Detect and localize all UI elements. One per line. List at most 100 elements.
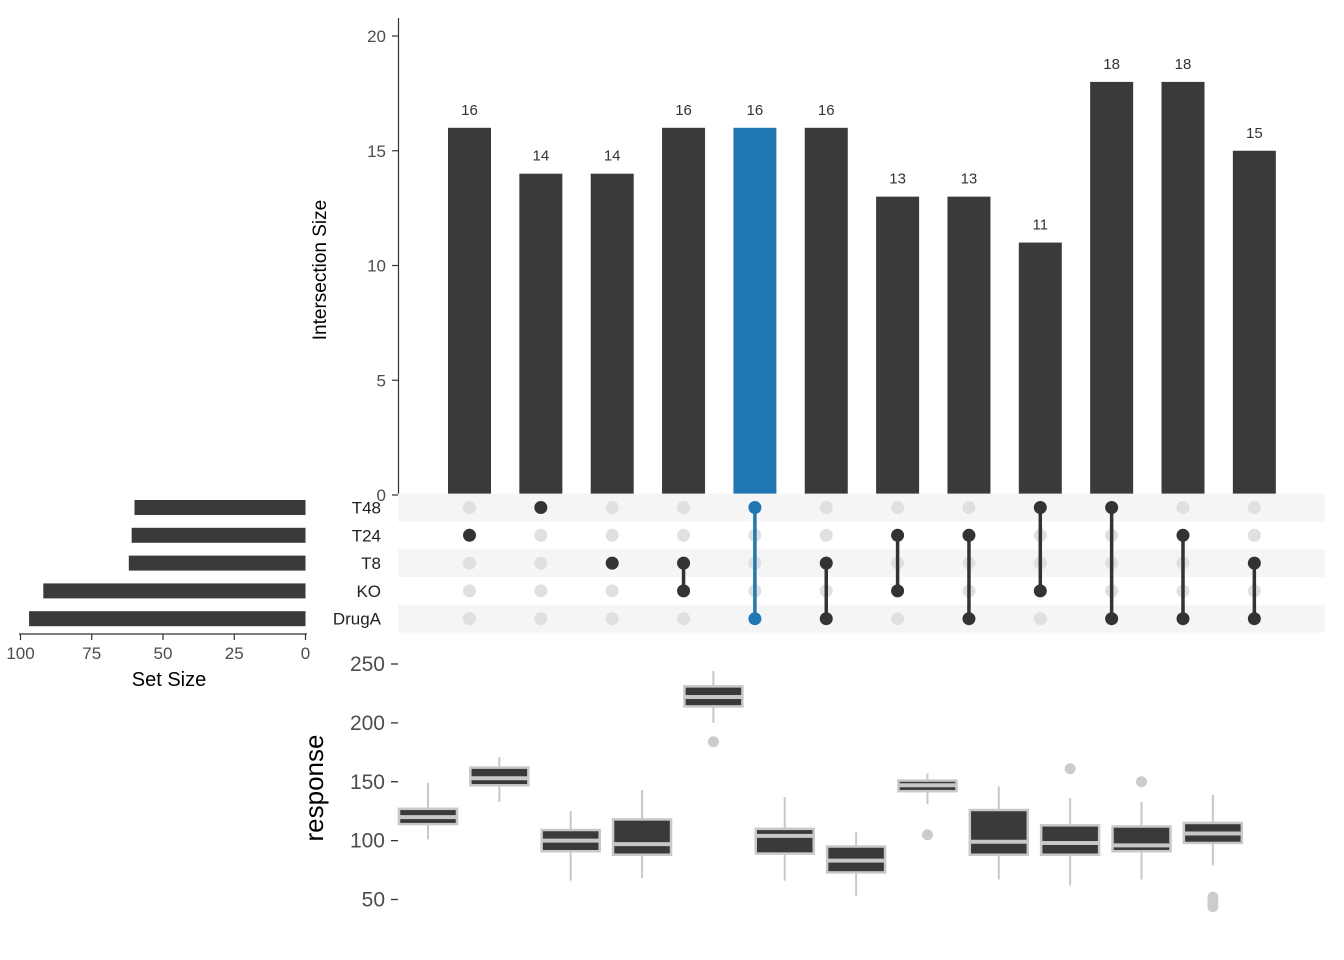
intersection-bar: [662, 127, 706, 496]
bar-value-label: 13: [961, 171, 978, 188]
set-label: T48: [352, 499, 381, 518]
intersection-bar: [448, 127, 491, 496]
box-body: [754, 827, 815, 855]
set-label: T24: [352, 526, 381, 545]
matrix-dot-active: [677, 556, 691, 570]
matrix-dot-inactive: [819, 528, 833, 542]
box-outlier: [1136, 776, 1147, 788]
matrix-dot-inactive: [534, 584, 548, 598]
matrix-dot-active: [1105, 501, 1119, 514]
intersection-bar: [1090, 81, 1134, 496]
response-boxplot-panel: 50 100 150 200 250 response: [299, 653, 1244, 913]
bar-value-label: 18: [1175, 56, 1192, 73]
intersection-bar: [1161, 81, 1205, 496]
box-outlier: [707, 736, 719, 748]
matrix-dot-inactive: [605, 584, 619, 598]
bar-value-label: 18: [1103, 56, 1120, 73]
matrix-dot-active: [891, 584, 905, 598]
bar-value-label: 14: [604, 148, 621, 165]
bar-value-label: 16: [461, 102, 478, 119]
matrix-dot-active: [534, 501, 548, 514]
bar-value-label: 11: [1033, 217, 1049, 234]
box-outlier: [1207, 901, 1219, 913]
matrix-dot-inactive: [891, 612, 905, 626]
matrix-dot-inactive: [534, 528, 548, 542]
set-size-bar: [134, 500, 306, 515]
matrix-dot-inactive: [534, 612, 548, 626]
set-size-bar: [128, 555, 306, 571]
x-axis-title: Set Size: [132, 669, 206, 691]
matrix-dot-inactive: [962, 501, 976, 514]
matrix-row-stripe: [398, 549, 1325, 577]
y-tick-label: 200: [350, 712, 385, 735]
intersection-bar: [1232, 150, 1276, 495]
intersection-bar: [1018, 242, 1062, 495]
y-tick-label: 0: [377, 486, 386, 505]
y-axis-title: response: [299, 735, 329, 842]
matrix-dot-inactive: [819, 501, 833, 514]
intersection-bar: [590, 173, 634, 495]
matrix-dot-inactive: [1176, 501, 1190, 514]
x-tick-label: 50: [154, 644, 173, 663]
matrix-dot-active: [677, 584, 691, 598]
x-tick-label: 100: [6, 644, 34, 663]
matrix-dot-inactive: [1033, 612, 1047, 626]
intersection-bar: [876, 196, 920, 495]
matrix-dot-active: [748, 612, 762, 626]
set-size-panel: 100 75 50 25 0 Set Size: [6, 500, 310, 691]
box-outlier: [921, 829, 933, 841]
matrix-dot-active: [748, 501, 762, 514]
matrix-dot-active: [605, 556, 619, 570]
y-tick-label: 250: [350, 653, 385, 676]
intersection-bar: [804, 127, 848, 496]
bar-value-label: 16: [747, 102, 764, 119]
set-size-bar: [29, 611, 306, 627]
matrix-dot-inactive: [463, 556, 476, 570]
matrix-dot-inactive: [534, 556, 548, 570]
box-body: [1039, 824, 1101, 857]
matrix-row-stripe: [398, 604, 1325, 633]
bar-value-label: 13: [889, 171, 906, 188]
matrix-dot-active: [1176, 612, 1190, 626]
box-body: [611, 818, 673, 857]
matrix-dot-inactive: [605, 528, 619, 542]
matrix-dot-active: [1176, 528, 1190, 542]
x-tick-label: 25: [225, 644, 244, 663]
y-tick-label: 50: [362, 889, 385, 912]
y-tick-label: 5: [377, 371, 386, 390]
bar-value-label: 14: [533, 148, 550, 165]
matrix-dot-active: [1247, 556, 1261, 570]
matrix-dot-inactive: [463, 501, 476, 514]
set-size-bar: [131, 527, 306, 543]
x-tick-label: 0: [301, 644, 310, 663]
y-tick-label: 150: [350, 771, 385, 794]
x-tick-label: 75: [82, 644, 101, 663]
set-label: DrugA: [333, 610, 382, 629]
matrix-dot-inactive: [677, 501, 691, 514]
matrix-dot-active: [1105, 612, 1119, 626]
matrix-dot-active: [962, 528, 976, 542]
matrix-dot-inactive: [605, 501, 619, 514]
set-label: T8: [361, 554, 381, 573]
y-tick-label: 10: [367, 257, 386, 276]
box-outlier: [1064, 763, 1076, 775]
y-axis-title: Intersection Size: [310, 200, 331, 340]
matrix-dot-inactive: [677, 528, 691, 542]
matrix-dot-active: [891, 528, 905, 542]
matrix-dot-inactive: [1247, 501, 1261, 514]
matrix-dot-inactive: [1247, 528, 1261, 542]
matrix-dot-active: [463, 528, 476, 542]
matrix-dot-active: [819, 612, 833, 626]
matrix-dot-active: [1033, 584, 1047, 598]
y-tick-label: 100: [350, 830, 385, 853]
matrix-dot-inactive: [605, 612, 619, 626]
box-body: [1111, 825, 1172, 853]
intersection-bar: [519, 173, 563, 495]
bar-value-label: 15: [1246, 125, 1263, 142]
intersection-matrix-panel: T48 T24 T8 KO DrugA: [333, 493, 1325, 633]
intersection-bar: [947, 196, 991, 495]
set-label: KO: [356, 582, 381, 601]
intersection-size-panel: 0 5 10 15 20 Intersection Size 16 14 14 16 16 16 13 1…: [310, 18, 1276, 505]
matrix-dot-inactive: [463, 584, 476, 598]
